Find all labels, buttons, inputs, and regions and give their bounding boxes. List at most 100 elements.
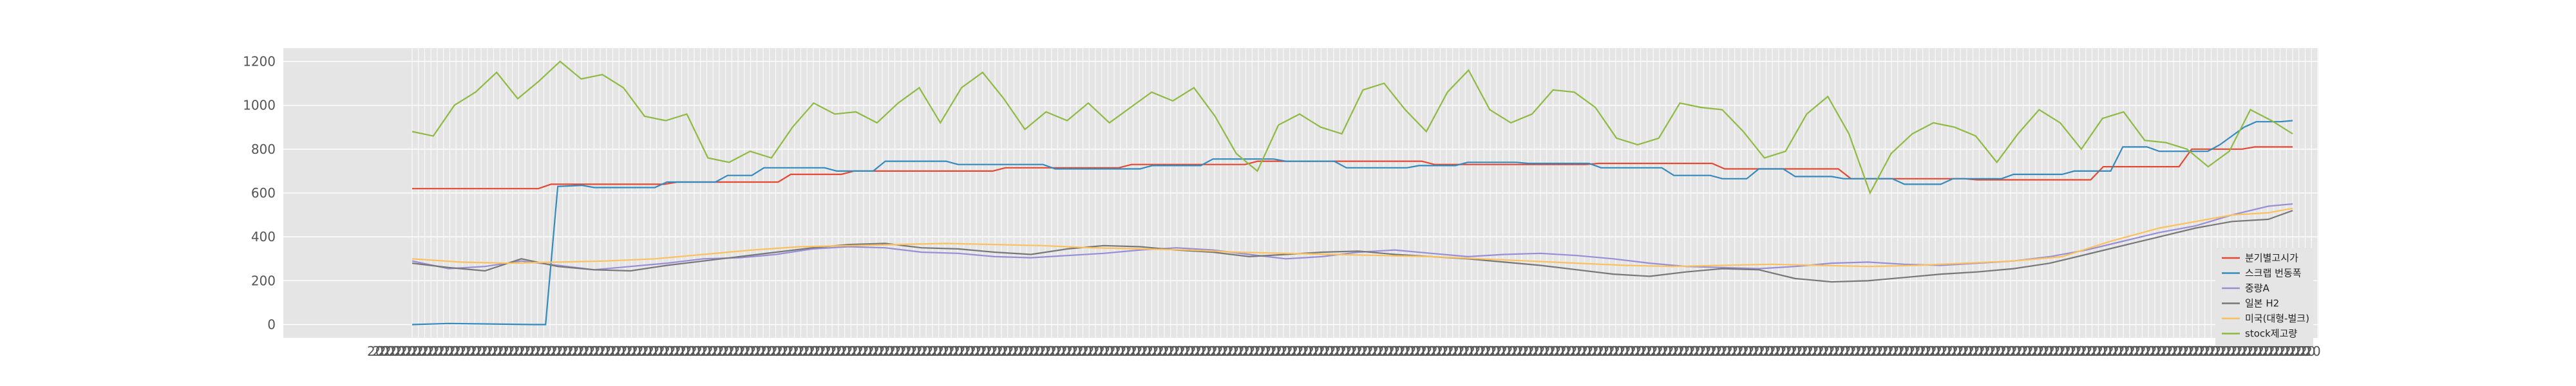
x-tick-label: 20 <box>598 344 614 359</box>
x-tick-label: 20 <box>1027 344 1043 359</box>
x-tick-label: 20 <box>1644 344 1660 359</box>
x-tick-label: 20 <box>1070 344 1086 359</box>
x-tick-label: 20 <box>1763 344 1779 359</box>
x-tick-label: 20 <box>1006 344 1022 359</box>
x-tick-label: 20 <box>710 344 726 359</box>
x-tick-label: 20 <box>974 344 990 359</box>
x-tick-label: 20 <box>1167 344 1183 359</box>
x-tick-label: 20 <box>2133 344 2149 359</box>
x-tick-label: 20 <box>904 344 920 359</box>
x-tick-label: 20 <box>1333 344 1349 359</box>
x-tick-label: 20 <box>2165 344 2181 359</box>
legend-entry-label: 일본 H2 <box>2245 298 2279 309</box>
x-tick-label: 20 <box>1757 344 1773 359</box>
x-tick-label: 20 <box>528 344 544 359</box>
x-tick-label: 20 <box>1913 344 1929 359</box>
x-tick-label: 20 <box>1521 344 1537 359</box>
x-tick-label: 20 <box>823 344 839 359</box>
x-tick-label: 20 <box>1446 344 1462 359</box>
x-tick-label: 20 <box>1253 344 1269 359</box>
x-tick-labels: 2020202020202020202020202020202020202020… <box>367 344 2321 359</box>
x-tick-label: 20 <box>2127 344 2143 359</box>
x-tick-label: 20 <box>1183 344 1199 359</box>
x-tick-label: 20 <box>1940 344 1956 359</box>
x-tick-label: 20 <box>1768 344 1784 359</box>
x-tick-label: 20 <box>544 344 560 359</box>
x-tick-label: 20 <box>1204 344 1220 359</box>
x-tick-label: 20 <box>459 344 475 359</box>
x-tick-label: 20 <box>995 344 1011 359</box>
x-tick-label: 20 <box>1145 344 1161 359</box>
x-tick-label: 20 <box>748 344 764 359</box>
x-tick-label: 20 <box>2149 344 2165 359</box>
legend-entry-label: stock제고량 <box>2245 328 2297 340</box>
x-tick-label: 20 <box>1338 344 1354 359</box>
x-tick-label: 20 <box>1897 344 1913 359</box>
x-tick-label: 20 <box>1736 344 1752 359</box>
x-tick-label: 20 <box>1011 344 1027 359</box>
x-tick-label: 20 <box>1435 344 1451 359</box>
x-tick-label: 20 <box>850 344 866 359</box>
x-tick-label: 20 <box>1843 344 1859 359</box>
x-tick-label: 20 <box>1703 344 1719 359</box>
x-tick-label: 20 <box>1870 344 1886 359</box>
x-tick-label: 20 <box>1478 344 1494 359</box>
x-tick-label: 20 <box>979 344 995 359</box>
x-tick-label: 20 <box>1639 344 1655 359</box>
x-tick-label: 20 <box>1264 344 1280 359</box>
x-tick-label: 20 <box>1676 344 1692 359</box>
x-tick-label: 20 <box>620 344 636 359</box>
x-tick-label: 20 <box>673 344 689 359</box>
x-tick-label: 20 <box>2175 344 2192 359</box>
x-tick-label: 20 <box>448 344 464 359</box>
x-tick-label: 20 <box>383 344 399 359</box>
x-tick-label: 20 <box>1811 344 1827 359</box>
x-tick-label: 20 <box>404 344 421 359</box>
x-tick-label: 20 <box>2036 344 2052 359</box>
x-tick-label: 20 <box>592 344 609 359</box>
x-tick-label: 20 <box>1188 344 1204 359</box>
x-tick-label: 20 <box>539 344 555 359</box>
x-tick-label: 20 <box>942 344 958 359</box>
x-tick-label: 20 <box>410 344 426 359</box>
x-tick-label: 20 <box>1494 344 1510 359</box>
x-tick-label: 20 <box>898 344 914 359</box>
x-tick-label: 20 <box>1317 344 1333 359</box>
x-tick-label: 20 <box>764 344 781 359</box>
x-tick-label: 20 <box>1623 344 1639 359</box>
legend-entry-label: 미국(대형-벌크) <box>2245 313 2309 324</box>
x-tick-label: 20 <box>1242 344 1258 359</box>
x-tick-label: 20 <box>1425 344 1441 359</box>
x-tick-label: 20 <box>1575 344 1591 359</box>
x-tick-label: 20 <box>1972 344 1988 359</box>
x-tick-label: 20 <box>1209 344 1226 359</box>
x-tick-label: 20 <box>968 344 984 359</box>
x-tick-label: 20 <box>2069 344 2085 359</box>
x-tick-label: 20 <box>1156 344 1172 359</box>
x-tick-label: 20 <box>1048 344 1065 359</box>
x-tick-label: 20 <box>485 344 501 359</box>
x-tick-label: 20 <box>2170 344 2186 359</box>
x-tick-label: 20 <box>587 344 603 359</box>
x-tick-label: 20 <box>705 344 721 359</box>
x-tick-label: 20 <box>555 344 571 359</box>
x-tick-label: 20 <box>1998 344 2014 359</box>
x-tick-label: 20 <box>753 344 770 359</box>
x-tick-label: 20 <box>893 344 909 359</box>
x-tick-label: 20 <box>1430 344 1446 359</box>
x-tick-label: 20 <box>1956 344 1972 359</box>
x-tick-label: 20 <box>1193 344 1209 359</box>
x-tick-label: 20 <box>2159 344 2175 359</box>
legend-entry-label: 중량A <box>2245 282 2270 294</box>
x-tick-label: 20 <box>1467 344 1483 359</box>
x-tick-label: 20 <box>726 344 743 359</box>
x-tick-label: 20 <box>2143 344 2159 359</box>
x-tick-label: 20 <box>2025 344 2041 359</box>
x-tick-label: 20 <box>1961 344 1977 359</box>
x-tick-label: 20 <box>1290 344 1306 359</box>
x-tick-label: 20 <box>1875 344 1891 359</box>
x-tick-label: 20 <box>2041 344 2058 359</box>
x-tick-label: 20 <box>952 344 968 359</box>
x-tick-label: 20 <box>877 344 893 359</box>
legend-entry-label: 스크랩 번동폭 <box>2245 268 2302 279</box>
